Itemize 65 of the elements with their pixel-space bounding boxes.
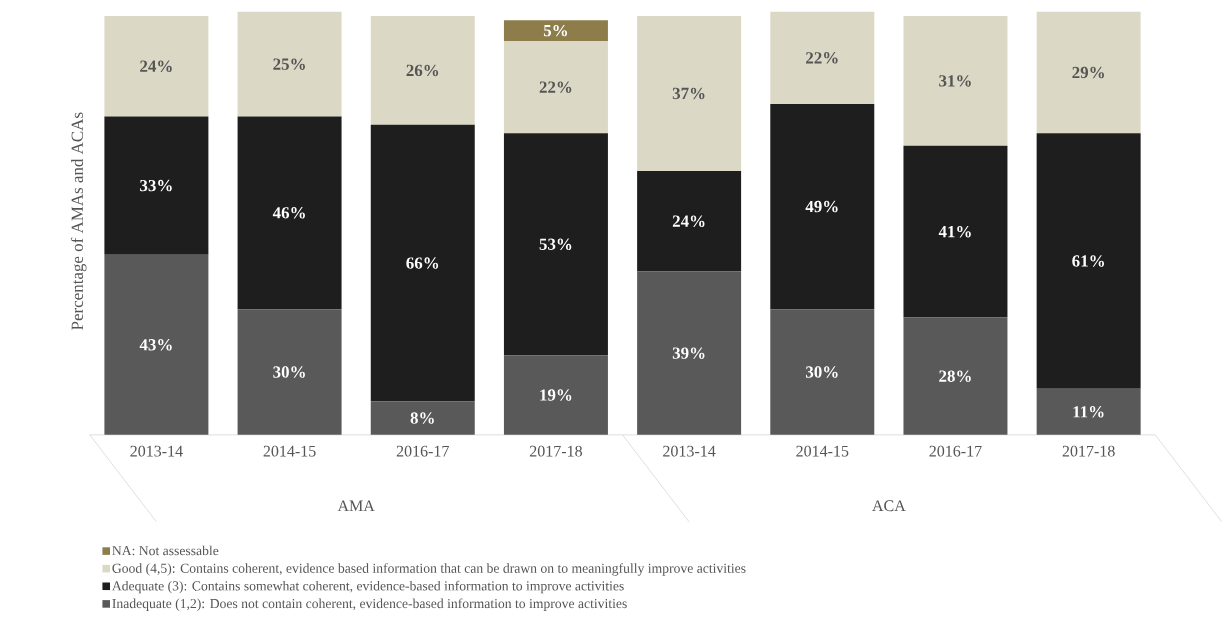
- data-label: 8%: [410, 412, 434, 424]
- bar: [1036, 11, 1141, 134]
- data-label: 30%: [805, 366, 838, 378]
- data-label: 53%: [539, 238, 572, 250]
- data-label: 28%: [939, 370, 971, 382]
- data-label: 61%: [1072, 255, 1105, 267]
- bar: [237, 309, 342, 435]
- bar: [237, 11, 342, 117]
- bar: [237, 116, 342, 310]
- data-label: 5%: [543, 24, 568, 37]
- legend-label: Adequate (3): Contains somewhat coherent, evidence-based information to improve activities: [112, 580, 624, 594]
- bar: [770, 11, 875, 104]
- data-label: 11%: [1073, 405, 1104, 418]
- bar: [903, 145, 1008, 318]
- x-tick-label: 2013-14: [130, 445, 183, 457]
- bar: [370, 124, 475, 402]
- legend-label: Good (4,5): Contains coherent, evidence based information that can be drawn on to meaningfully improve activities: [112, 563, 746, 576]
- bar: [503, 133, 608, 356]
- bar: [503, 20, 608, 41]
- legend-label: Inadequate (1,2): Does not contain coherent, evidence-based information to improve activities: [112, 598, 627, 611]
- bar: [104, 254, 209, 435]
- x-tick-label: 2014-15: [796, 445, 849, 457]
- bar: [1036, 133, 1141, 389]
- data-label: 41%: [938, 225, 971, 238]
- x-tick-label: 2017-18: [529, 445, 583, 457]
- bar: [903, 15, 1008, 146]
- bar: [104, 116, 209, 255]
- bar: [637, 170, 742, 272]
- data-label: 25%: [273, 58, 305, 70]
- x-tick-label: 2016-17: [396, 445, 449, 457]
- bar: [503, 355, 608, 435]
- data-label: 24%: [140, 60, 172, 72]
- x-tick-label: 2017-18: [1062, 445, 1115, 457]
- bar: [637, 15, 742, 171]
- data-label: 26%: [406, 64, 439, 77]
- data-label: 33%: [140, 179, 172, 192]
- data-label: 22%: [806, 51, 838, 64]
- data-label: 31%: [939, 75, 971, 87]
- data-label: 43%: [139, 338, 172, 351]
- data-label: 49%: [805, 200, 838, 213]
- bar: [903, 317, 1008, 435]
- x-tick-label: 2016-17: [929, 445, 982, 457]
- data-label: 22%: [539, 81, 572, 93]
- data-label: 24%: [672, 215, 705, 227]
- bar: [370, 401, 475, 435]
- text: AMA: [337, 500, 375, 511]
- x-tick-label: 2013-14: [663, 445, 716, 457]
- data-label: 46%: [272, 206, 305, 219]
- bar: [370, 15, 475, 125]
- data-label: 39%: [672, 347, 705, 359]
- data-label: 30%: [273, 366, 305, 378]
- x-tick-label: 2014-15: [263, 445, 316, 457]
- bar: [770, 309, 875, 435]
- y-axis-title: Percentage of AMAs and ACAs: [70, 112, 87, 330]
- data-label: 19%: [540, 389, 572, 401]
- bar: [770, 103, 875, 310]
- data-label: 29%: [1072, 66, 1105, 79]
- data-label: 37%: [672, 87, 705, 100]
- data-label: 66%: [406, 257, 439, 269]
- bar: [637, 271, 742, 435]
- text: ACA: [872, 500, 906, 512]
- bar: [503, 40, 608, 134]
- legend-label: NA: Not assessable: [112, 545, 219, 556]
- bar: [104, 15, 209, 117]
- bar: [1036, 388, 1141, 435]
